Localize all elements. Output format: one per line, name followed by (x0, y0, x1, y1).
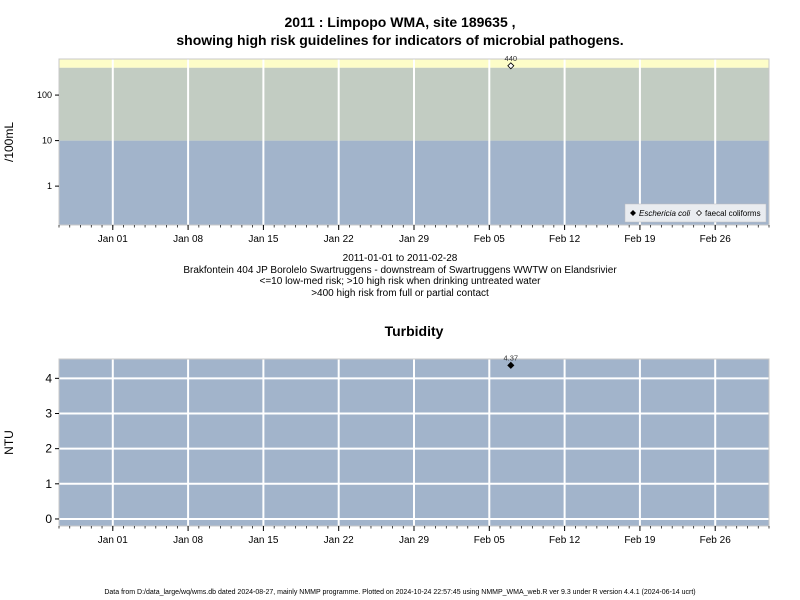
x-tick-label: Jan 29 (399, 535, 429, 546)
y-tick-label: 1 (45, 477, 52, 491)
data-point (507, 62, 515, 70)
x-tick-label: Feb 12 (549, 535, 581, 546)
x-tick-label: Feb 05 (474, 234, 506, 245)
x-tick-label: Jan 08 (173, 234, 203, 245)
data-source-footer: Data from D:/data_large/wq/wms.db dated … (104, 589, 696, 596)
contact-risk-note: >400 high risk from full or partial cont… (311, 287, 489, 299)
legend-box (624, 203, 767, 223)
data-point-label: 440 (505, 54, 518, 63)
x-tick-label: Feb 26 (700, 535, 732, 546)
y-tick-label: 4 (45, 371, 52, 385)
y-tick-label: 0 (45, 512, 52, 526)
legend-marker (630, 210, 636, 216)
x-tick-label: Feb 26 (700, 234, 732, 245)
x-tick-label: Feb 19 (624, 234, 656, 245)
y-tick-label: 10 (42, 136, 52, 146)
data-point (507, 361, 515, 369)
x-tick-label: Jan 15 (248, 234, 278, 245)
x-tick-label: Jan 01 (98, 234, 128, 245)
y-axis-label: /100mL (2, 122, 16, 162)
x-tick-label: Feb 12 (549, 234, 581, 245)
legend-entry: faecal coliforms (705, 209, 761, 218)
data-point-label: 4.37 (504, 353, 519, 362)
chart-title-line-2: showing high risk guidelines for indicat… (176, 32, 624, 48)
microbial-chart: 1 10 100/100mL Jan 01 Jan 08 Jan 15 Jan 22 Jan … (2, 54, 770, 245)
turbidity-chart: 0 1 2 3 4 NTU Jan 01 Jan 08 Jan 15 Jan 22 Jan 29 Fe… (2, 323, 770, 546)
legend-marker (696, 210, 702, 216)
panel-title: Turbidity (385, 323, 444, 339)
x-tick-label: Jan 01 (98, 535, 128, 546)
y-tick-label: 1 (47, 181, 52, 191)
x-tick-label: Jan 15 (248, 535, 278, 546)
y-tick-label: 3 (45, 406, 52, 420)
date-range-caption: 2011-01-01 to 2011-02-28 (342, 253, 458, 264)
y-axis-label: NTU (2, 430, 16, 455)
x-tick-label: Jan 22 (324, 535, 354, 546)
drinking-risk-note: <=10 low-med risk; >10 high risk when dr… (259, 276, 541, 287)
site-description: Brakfontein 404 JP Borolelo Swartruggens… (183, 264, 617, 276)
x-tick-label: Feb 05 (474, 535, 506, 546)
legend: Eschericia coli faecal coliforms (624, 203, 767, 223)
x-tick-label: Jan 29 (399, 234, 429, 245)
x-tick-label: Jan 08 (173, 535, 203, 546)
legend-entry: Eschericia coli (639, 209, 690, 218)
x-tick-label: Feb 19 (624, 535, 656, 546)
y-tick-label: 2 (45, 442, 52, 456)
y-tick-label: 100 (37, 90, 52, 100)
x-tick-label: Jan 22 (324, 234, 354, 245)
chart-title-line-1: 2011 : Limpopo WMA, site 189635 , (284, 14, 516, 30)
